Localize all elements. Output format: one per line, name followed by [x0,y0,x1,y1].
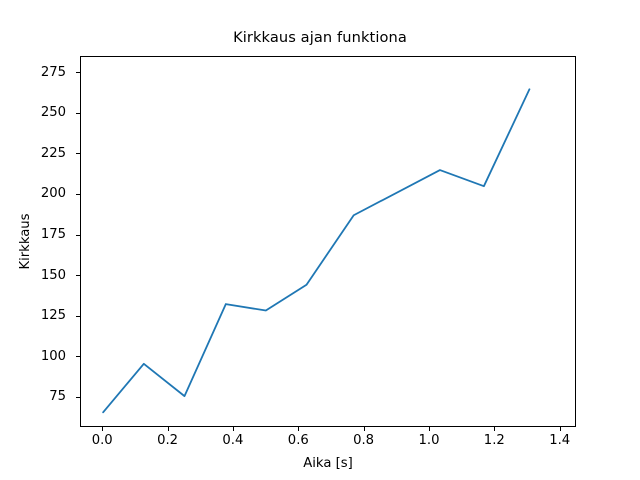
x-tick-mark [494,427,496,431]
x-tick-mark [559,427,561,431]
x-tick-label: 1.4 [549,433,571,448]
x-tick-label: 0.8 [353,433,375,448]
x-tick-label: 0.0 [91,433,113,448]
y-tick-mark [76,356,80,358]
data-line-kirkkaus [102,88,531,414]
y-tick-label: 250 [40,105,66,121]
x-tick-label: 0.2 [157,433,179,448]
y-axis-label: Kirkkaus [18,213,33,270]
x-axis-label: Aika [s] [303,456,353,471]
chart-title: Kirkkaus ajan funktiona [233,29,407,46]
y-tick-mark [76,72,80,74]
y-tick-label: 225 [40,145,66,161]
x-tick-mark [167,427,169,431]
y-tick-mark [76,194,80,195]
x-tick-label: 1.2 [483,433,505,448]
line-plot-svg [102,88,531,414]
x-tick-label: 0.6 [287,433,309,448]
x-tick-mark [102,427,104,431]
y-tick-mark [76,275,80,277]
y-tick-label: 125 [40,308,66,324]
x-tick-label: 0.4 [222,433,244,448]
y-tick-label: 175 [40,227,66,242]
y-tick-mark [76,315,80,317]
y-tick-mark [76,153,80,155]
x-tick-mark [232,427,234,431]
y-tick-mark [76,112,80,114]
x-tick-mark [429,427,430,431]
x-tick-mark [298,427,300,431]
y-tick-label: 275 [40,64,66,80]
y-tick-mark [76,397,80,398]
y-tick-label: 100 [40,348,66,364]
plot-axes [80,56,576,427]
y-tick-mark [76,234,80,236]
x-tick-label: 1.0 [418,433,440,448]
y-tick-label: 200 [40,186,66,202]
y-tick-label: 150 [40,267,66,283]
x-tick-mark [363,427,365,431]
y-tick-label: 75 [49,389,66,405]
